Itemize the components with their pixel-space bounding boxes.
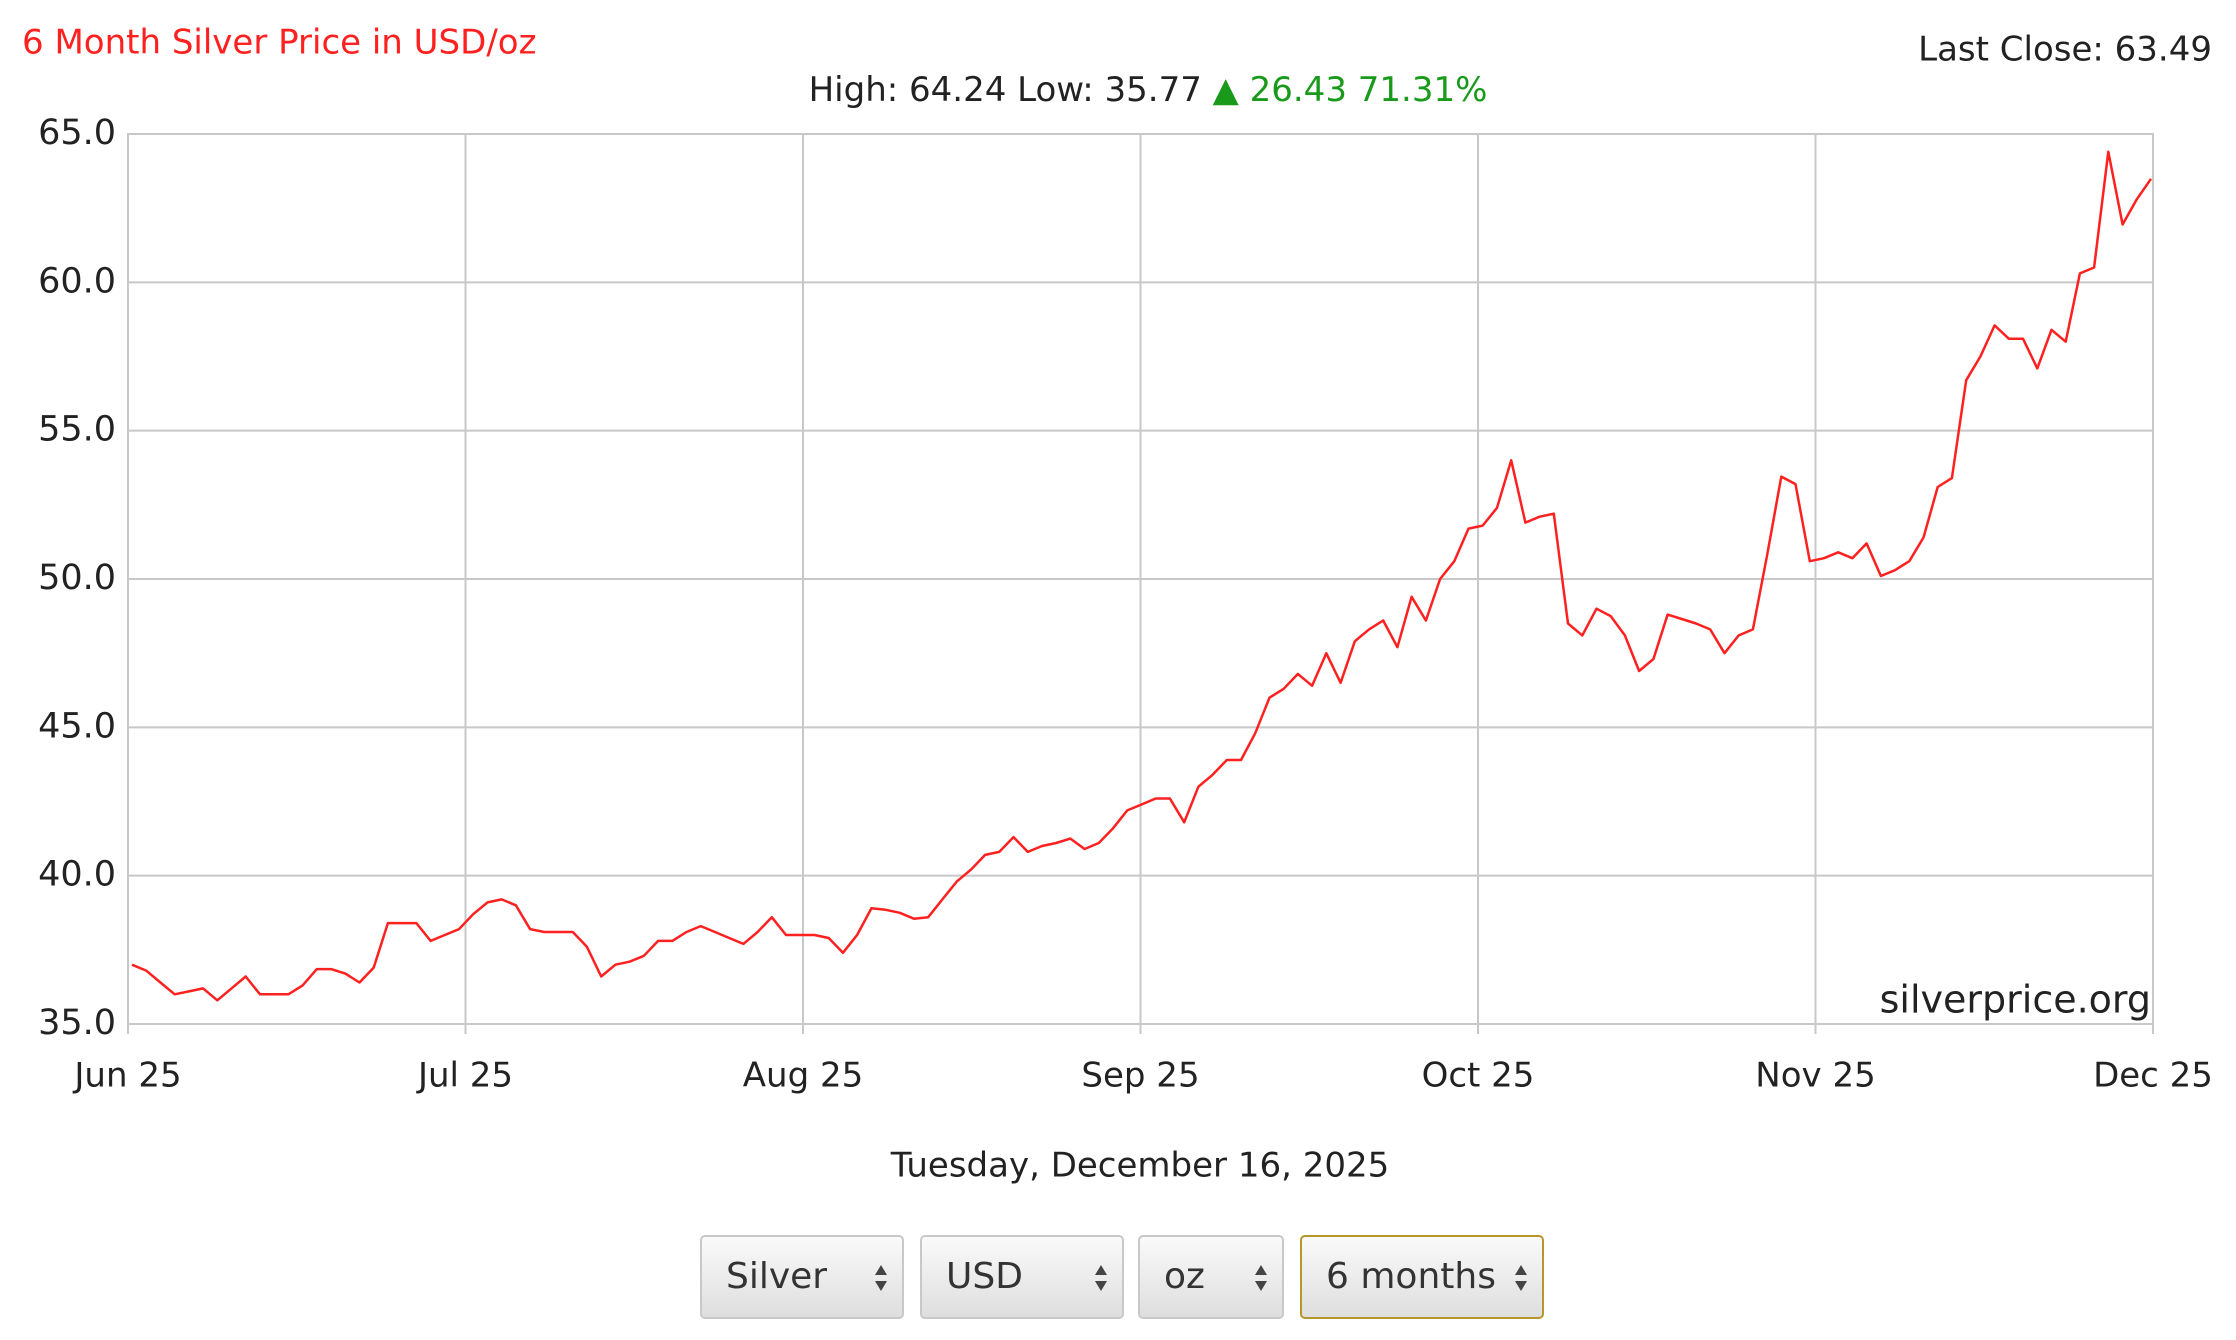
y-tick-label: 60.0	[38, 261, 116, 301]
x-tick-label: Sep 25	[1081, 1056, 1199, 1096]
high-low: High: 64.24 Low: 35.77	[809, 70, 1202, 110]
x-tick-label: Nov 25	[1755, 1056, 1875, 1096]
price-line	[131, 150, 2153, 1002]
dropdown[interactable]: Silver	[700, 1235, 904, 1319]
dropdown-arrow	[1255, 1265, 1267, 1291]
x-tick-label: Oct 25	[1422, 1056, 1535, 1096]
y-tick-label: 65.0	[38, 113, 116, 153]
watermark: silverprice.org	[1880, 978, 2151, 1022]
subtitle: High: 64.24 Low: 35.77 ▲ 26.43 71.31%	[809, 70, 1488, 110]
x-tick-label: Dec 25	[2093, 1056, 2213, 1096]
y-tick-label: 50.0	[38, 558, 116, 598]
y-tick-label: 55.0	[38, 410, 116, 450]
dropdown-arrow	[875, 1265, 887, 1291]
y-tick-label: 35.0	[38, 1003, 116, 1043]
dropdown-arrow	[1095, 1265, 1107, 1291]
x-tick-label: Jun 25	[72, 1056, 181, 1096]
dropdown[interactable]: 6 months	[1300, 1235, 1544, 1319]
chart: 6 Month Silver Price in USD/oz Last Clos…	[22, 23, 2213, 1186]
dropdown[interactable]: USD	[920, 1235, 1124, 1319]
last-close: Last Close: 63.49	[1918, 30, 2212, 70]
change: ▲ 26.43 71.31%	[1213, 70, 1488, 110]
x-tick-label: Aug 25	[743, 1056, 863, 1096]
dropdown[interactable]: oz	[1138, 1235, 1284, 1319]
dropdown-label: oz	[1164, 1256, 1205, 1297]
dropdown-label: 6 months	[1326, 1256, 1496, 1297]
dropdown-label: Silver	[726, 1256, 828, 1297]
x-tick-label: Jul 25	[416, 1056, 513, 1096]
y-tick-label: 45.0	[38, 706, 116, 746]
y-tick-label: 40.0	[38, 855, 116, 895]
chart-title: 6 Month Silver Price in USD/oz	[22, 23, 536, 63]
dropdown-label: USD	[946, 1256, 1023, 1297]
date: Tuesday, December 16, 2025	[890, 1146, 1389, 1186]
dropdown-arrow	[1515, 1265, 1527, 1291]
